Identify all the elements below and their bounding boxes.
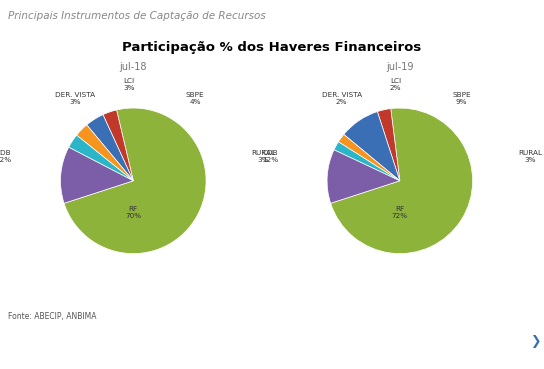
Text: RURAL
3%: RURAL 3% bbox=[518, 150, 542, 163]
Wedge shape bbox=[344, 111, 400, 181]
Wedge shape bbox=[378, 108, 400, 181]
Text: 56: 56 bbox=[503, 335, 520, 348]
Wedge shape bbox=[77, 125, 133, 181]
Text: DER. VISTA
3%: DER. VISTA 3% bbox=[55, 93, 95, 106]
Text: SBPE
9%: SBPE 9% bbox=[452, 93, 471, 106]
Text: CDB
12%: CDB 12% bbox=[0, 150, 12, 163]
Wedge shape bbox=[86, 115, 133, 181]
Text: Participação % dos Haveres Financeiros: Participação % dos Haveres Financeiros bbox=[122, 41, 422, 54]
Text: RF
70%: RF 70% bbox=[125, 207, 141, 220]
Text: SBPE
4%: SBPE 4% bbox=[186, 93, 204, 106]
Text: RF
72%: RF 72% bbox=[392, 207, 408, 220]
Wedge shape bbox=[334, 142, 400, 181]
Text: LCI
3%: LCI 3% bbox=[123, 78, 135, 91]
Text: Fonte: ABECIP, ANBIMA: Fonte: ABECIP, ANBIMA bbox=[8, 312, 97, 321]
Text: ❯: ❯ bbox=[530, 335, 541, 348]
Wedge shape bbox=[331, 108, 473, 254]
Title: jul-19: jul-19 bbox=[386, 62, 413, 72]
Text: DER. VISTA
2%: DER. VISTA 2% bbox=[322, 93, 362, 106]
Wedge shape bbox=[103, 110, 133, 181]
Text: RURAL
3%: RURAL 3% bbox=[251, 150, 275, 163]
Wedge shape bbox=[327, 150, 400, 203]
Text: LCI
2%: LCI 2% bbox=[390, 78, 401, 91]
Text: Principais Instrumentos de Captação de Recursos: Principais Instrumentos de Captação de R… bbox=[8, 11, 266, 21]
Title: jul-18: jul-18 bbox=[120, 62, 147, 72]
Wedge shape bbox=[64, 108, 206, 254]
Wedge shape bbox=[69, 135, 133, 181]
Wedge shape bbox=[338, 134, 400, 181]
Wedge shape bbox=[60, 147, 133, 203]
Text: CDB
12%: CDB 12% bbox=[262, 150, 279, 163]
